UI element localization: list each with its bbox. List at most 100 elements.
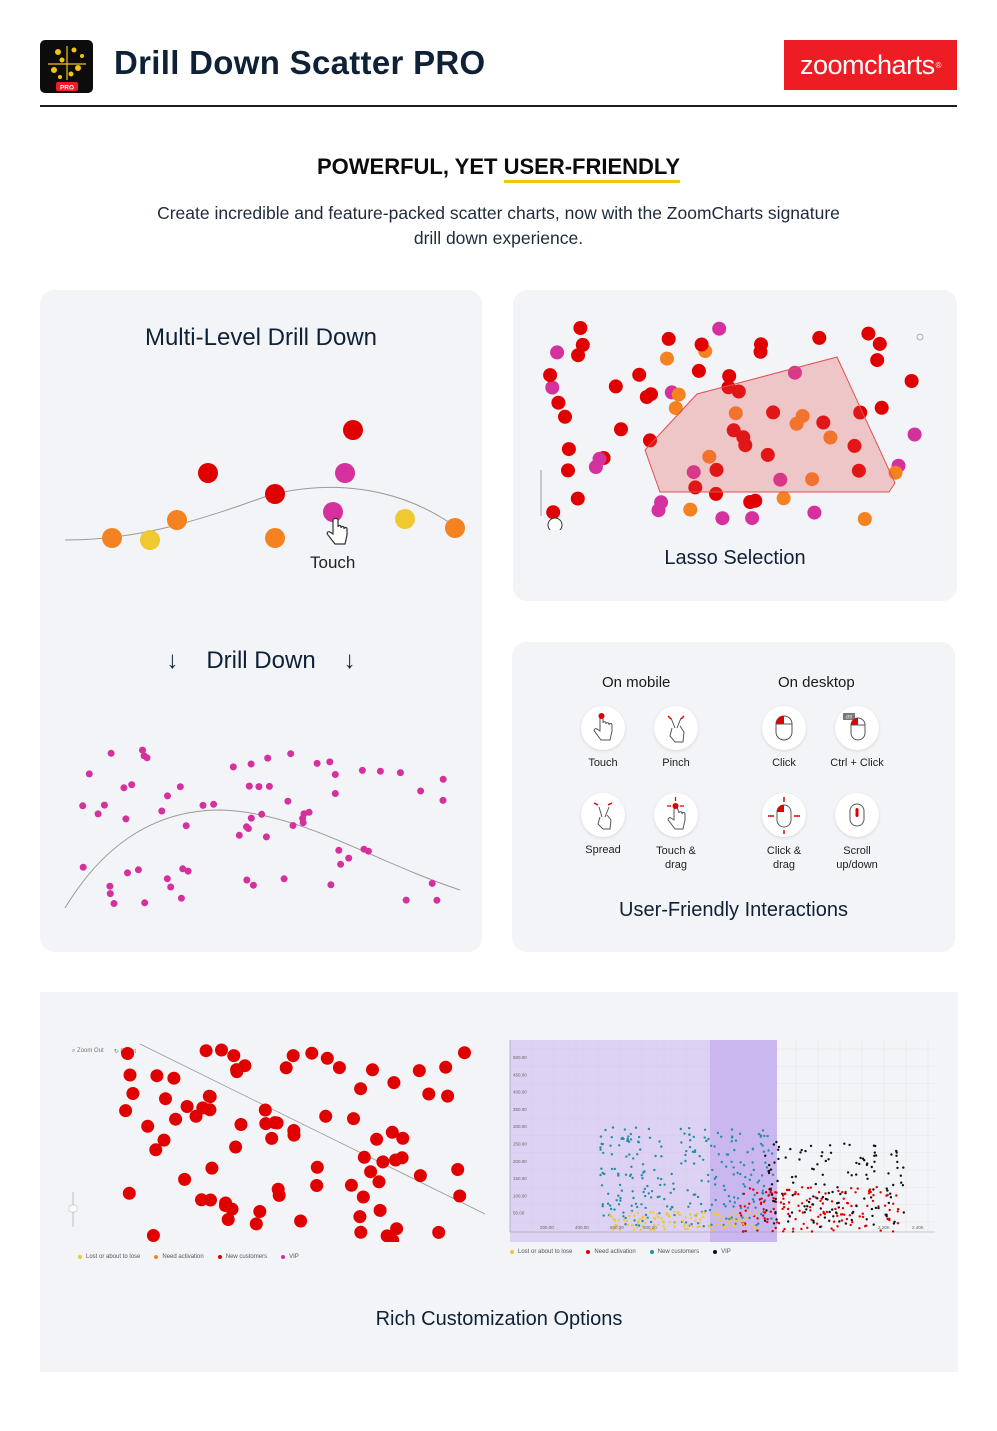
- scatter-point[interactable]: [851, 463, 866, 478]
- scatter-point[interactable]: [229, 763, 237, 771]
- scatter-point[interactable]: [851, 1221, 854, 1224]
- scatter-point[interactable]: [402, 896, 410, 904]
- scatter-point[interactable]: [829, 1151, 833, 1154]
- scatter-point[interactable]: [561, 463, 575, 478]
- scatter-point[interactable]: [847, 438, 862, 453]
- scatter-point[interactable]: [702, 449, 717, 464]
- scatter-point[interactable]: [720, 1223, 723, 1226]
- scatter-point[interactable]: [730, 1140, 733, 1143]
- scatter-point[interactable]: [645, 1217, 648, 1221]
- scatter-point[interactable]: [790, 1211, 794, 1214]
- scatter-point[interactable]: [756, 1191, 759, 1195]
- scatter-point[interactable]: [195, 1193, 208, 1207]
- scatter-point[interactable]: [832, 1220, 836, 1223]
- scatter-point[interactable]: [644, 387, 658, 402]
- scatter-point[interactable]: [761, 1129, 765, 1132]
- scatter-point[interactable]: [630, 1165, 633, 1168]
- scatter-point[interactable]: [178, 1172, 192, 1186]
- scatter-point[interactable]: [810, 1230, 814, 1233]
- scatter-point[interactable]: [861, 326, 876, 341]
- scatter-point[interactable]: [690, 1223, 693, 1226]
- scatter-point[interactable]: [657, 1223, 660, 1226]
- scatter-point[interactable]: [668, 401, 683, 416]
- scatter-point[interactable]: [751, 1148, 755, 1151]
- scatter-point[interactable]: [710, 1144, 713, 1147]
- scatter-point[interactable]: [601, 1171, 604, 1175]
- scatter-point[interactable]: [673, 1225, 676, 1228]
- scatter-point[interactable]: [199, 1044, 213, 1058]
- scatter-point[interactable]: [658, 1212, 661, 1215]
- scatter-point[interactable]: [720, 1135, 723, 1138]
- scatter-point[interactable]: [684, 1227, 687, 1231]
- scatter-point[interactable]: [735, 1213, 739, 1216]
- scatter-point[interactable]: [874, 400, 889, 415]
- scatter-point[interactable]: [255, 783, 263, 791]
- scatter-point[interactable]: [670, 1172, 673, 1176]
- scatter-point[interactable]: [830, 1227, 833, 1230]
- scatter-point[interactable]: [770, 1193, 774, 1196]
- scatter-point[interactable]: [688, 1127, 691, 1130]
- scatter-point[interactable]: [619, 1196, 622, 1200]
- scatter-point[interactable]: [287, 750, 295, 758]
- scatter-point[interactable]: [660, 1145, 663, 1148]
- scatter-point[interactable]: [79, 863, 87, 871]
- scatter-point[interactable]: [599, 1135, 603, 1138]
- scatter-point[interactable]: [712, 321, 727, 336]
- scatter-point[interactable]: [855, 1161, 858, 1165]
- scatter-point[interactable]: [742, 1164, 746, 1167]
- scatter-point[interactable]: [695, 1212, 699, 1215]
- scatter-point[interactable]: [707, 1224, 711, 1228]
- scatter-point[interactable]: [755, 1223, 758, 1227]
- scatter-point[interactable]: [613, 1226, 616, 1229]
- scatter-point[interactable]: [756, 1229, 759, 1232]
- scatter-point[interactable]: [798, 1158, 801, 1161]
- scatter-point[interactable]: [825, 1210, 829, 1214]
- scatter-point[interactable]: [863, 1225, 867, 1228]
- scatter-point[interactable]: [863, 1197, 866, 1200]
- scatter-point[interactable]: [832, 1229, 835, 1232]
- scatter-point[interactable]: [782, 1197, 785, 1200]
- scatter-point[interactable]: [872, 1188, 875, 1191]
- scatter-point[interactable]: [124, 869, 131, 877]
- legend-item[interactable]: New customers: [217, 1254, 267, 1260]
- scatter-point[interactable]: [698, 1155, 701, 1158]
- scatter-point[interactable]: [649, 1196, 653, 1199]
- scatter-point[interactable]: [663, 1227, 666, 1231]
- scatter-point[interactable]: [730, 1211, 733, 1215]
- scatter-point[interactable]: [265, 484, 285, 504]
- scatter-point[interactable]: [262, 833, 270, 841]
- scatter-point[interactable]: [305, 808, 313, 816]
- scatter-point[interactable]: [726, 423, 741, 438]
- scatter-point[interactable]: [613, 1208, 616, 1211]
- scatter-point[interactable]: [734, 1219, 738, 1222]
- scatter-point[interactable]: [831, 1208, 834, 1211]
- scatter-point[interactable]: [652, 1211, 655, 1214]
- scatter-point[interactable]: [235, 831, 243, 839]
- scatter-point[interactable]: [167, 1071, 181, 1085]
- scatter-point[interactable]: [150, 1069, 164, 1083]
- scatter-point[interactable]: [628, 1153, 631, 1156]
- scatter-point[interactable]: [711, 1168, 714, 1172]
- scatter-point[interactable]: [683, 1223, 686, 1226]
- scatter-point[interactable]: [760, 1174, 764, 1177]
- scatter-point[interactable]: [627, 1135, 630, 1138]
- scatter-point[interactable]: [710, 1203, 714, 1206]
- scatter-point[interactable]: [126, 1087, 140, 1100]
- scatter-point[interactable]: [805, 472, 820, 487]
- scatter-point[interactable]: [122, 1186, 136, 1200]
- scatter-point[interactable]: [861, 1212, 864, 1215]
- scatter-point[interactable]: [432, 1225, 446, 1239]
- scatter-point[interactable]: [753, 344, 768, 359]
- scatter-point[interactable]: [868, 1188, 872, 1191]
- scatter-point[interactable]: [797, 1193, 800, 1196]
- scatter-point[interactable]: [802, 1222, 805, 1226]
- scatter-point[interactable]: [885, 1187, 888, 1190]
- scatter-point[interactable]: [739, 1204, 742, 1208]
- scatter-point[interactable]: [742, 1192, 746, 1195]
- scatter-point[interactable]: [767, 1169, 771, 1173]
- scatter-point[interactable]: [820, 1197, 823, 1200]
- scatter-point[interactable]: [834, 1207, 837, 1211]
- scatter-point[interactable]: [744, 1229, 747, 1233]
- scatter-point[interactable]: [784, 1192, 787, 1195]
- scatter-point[interactable]: [821, 1202, 825, 1205]
